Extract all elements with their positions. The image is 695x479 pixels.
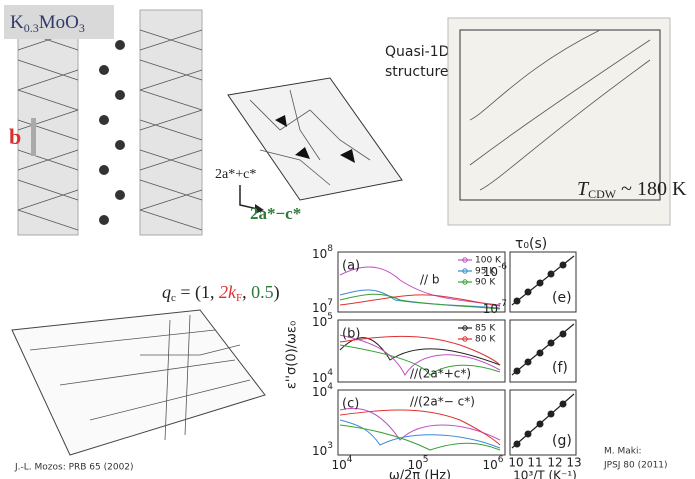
direction-label: //(2a*+c*) bbox=[410, 367, 471, 381]
x-tick-label: 104 bbox=[331, 455, 352, 472]
tick-exponent: 4 bbox=[327, 368, 333, 378]
b-axis-bar bbox=[31, 118, 36, 156]
y-axis-label: ε''σ(0)/ωε₀ bbox=[285, 321, 300, 389]
tick-exponent: -6 bbox=[498, 262, 507, 272]
credit: JPSJ 80 (2011) bbox=[603, 461, 668, 471]
direction-label: // b bbox=[420, 273, 440, 287]
b-axis-label: b bbox=[9, 124, 21, 149]
x-axis-label: 10³/T (K⁻¹) bbox=[513, 469, 577, 479]
x-tick-label: 11 bbox=[527, 456, 542, 470]
tick-base: 10 bbox=[483, 302, 498, 316]
y-tick-label: 108 bbox=[312, 244, 333, 261]
tick-base: 10 bbox=[312, 301, 327, 315]
tick-exponent: 5 bbox=[327, 312, 333, 322]
x-tick-label: 106 bbox=[482, 455, 503, 472]
tick-base: 10 bbox=[312, 385, 327, 399]
slide: K0.3MoO3 b Quasi-1D structure 2a*+c* 2a*… bbox=[0, 0, 695, 479]
y-axis-label: τ₀(s) bbox=[515, 236, 547, 252]
panel-tag: (f) bbox=[552, 360, 568, 376]
panel-tag: (c) bbox=[342, 397, 359, 412]
tick-exponent: 5 bbox=[423, 455, 429, 465]
credit: M. Maki: bbox=[604, 447, 642, 457]
y-tick-label: 10-7 bbox=[483, 299, 507, 316]
panel-tag: (b) bbox=[342, 327, 360, 342]
legend-label: 90 K bbox=[475, 278, 496, 288]
tick-base: 10 bbox=[312, 247, 327, 261]
tick-exponent: 3 bbox=[327, 441, 333, 451]
tick-exponent: 8 bbox=[327, 244, 333, 254]
panel-tag: (g) bbox=[552, 433, 572, 449]
y-tick-label: 104 bbox=[312, 382, 333, 399]
tau-plot bbox=[510, 252, 576, 455]
tick-exponent: 7 bbox=[327, 298, 333, 308]
tick-exponent: 4 bbox=[347, 455, 353, 465]
title: K0.3MoO3 bbox=[10, 12, 85, 34]
tick-base: 10 bbox=[312, 444, 327, 458]
legend-label: 85 K bbox=[475, 324, 496, 334]
tick-base: 10 bbox=[312, 315, 327, 329]
brillouin-zone-image bbox=[12, 310, 265, 455]
tick-base: 10 bbox=[312, 371, 327, 385]
tick-base: 10 bbox=[331, 458, 346, 472]
x-tick-label: 12 bbox=[547, 456, 562, 470]
x-tick-label: 10 bbox=[508, 456, 523, 470]
tick-exponent: -7 bbox=[498, 299, 507, 309]
panel-tag: (e) bbox=[552, 290, 572, 306]
panel-tag: (a) bbox=[342, 259, 360, 274]
tick-exponent: 6 bbox=[498, 455, 504, 465]
x-tick-label: 13 bbox=[566, 456, 581, 470]
vector-label: 2a*+c* bbox=[215, 167, 256, 182]
structure-label: Quasi-1D bbox=[385, 44, 449, 60]
tick-base: 10 bbox=[482, 458, 497, 472]
crystal-image bbox=[18, 10, 202, 235]
y-tick-label: 103 bbox=[312, 441, 333, 458]
tick-base: 10 bbox=[483, 265, 498, 279]
structure-label: structure bbox=[385, 64, 449, 80]
direction-label: //(2a*− c*) bbox=[410, 395, 475, 409]
y-tick-label: 105 bbox=[312, 312, 333, 329]
tick-exponent: 4 bbox=[327, 382, 333, 392]
vector-label: 2a*−c* bbox=[250, 204, 301, 223]
credit: J.-L. Mozos: PRB 65 (2002) bbox=[14, 463, 134, 473]
y-tick-label: 10-6 bbox=[483, 262, 508, 279]
wavevector: qc = (1, 2kF, 0.5) bbox=[162, 282, 280, 303]
tick-base: 10 bbox=[407, 458, 422, 472]
legend-label: 80 K bbox=[475, 335, 496, 345]
